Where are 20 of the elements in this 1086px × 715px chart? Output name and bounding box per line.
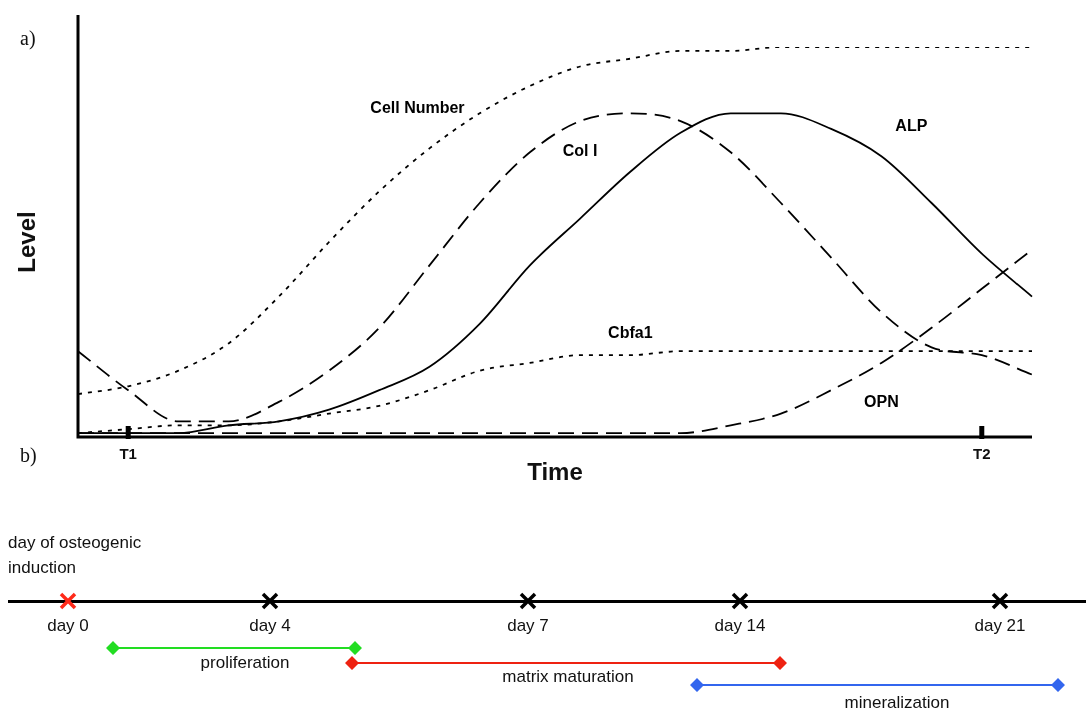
series-label: OPN [864,393,899,411]
series-label: ALP [895,116,928,134]
x-tick-label: T1 [119,444,137,462]
text: day of osteogenic induction [8,532,143,579]
series-label: Cell Number [370,98,465,116]
text: day 4 [249,616,291,636]
series-label: Col I [562,141,598,159]
text: matrix maturation [502,667,634,687]
text: day 14 [714,616,766,636]
y-axis-title: Level [12,211,40,273]
text: b) [20,444,37,468]
text: a) [20,27,36,51]
text: proliferation [200,653,290,673]
text: day 0 [47,616,89,636]
text: day 7 [507,616,549,636]
x-axis-title: Time [527,457,583,485]
text: day 21 [974,616,1026,636]
text: mineralization [844,693,950,713]
series-label: Cbfa1 [608,323,653,341]
x-tick-label: T2 [973,444,991,462]
